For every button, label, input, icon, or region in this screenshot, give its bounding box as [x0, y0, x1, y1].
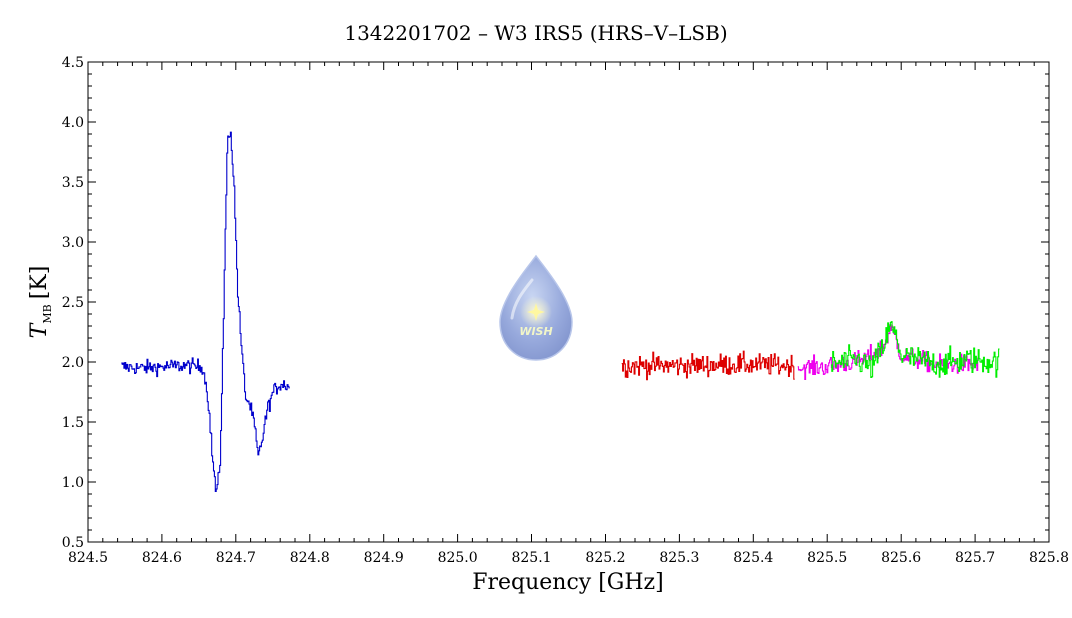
- y-tick-label: 2.5: [62, 295, 84, 311]
- y-axis-label-unit: [K]: [27, 266, 52, 300]
- x-tick-label: 825.1: [511, 550, 551, 566]
- x-tick-label: 825.6: [881, 550, 921, 566]
- y-tick-label: 1.5: [62, 415, 84, 431]
- spectrum-series-2: [621, 350, 795, 381]
- x-tick-label: 825.7: [955, 550, 995, 566]
- x-tick-label: 824.6: [142, 550, 182, 566]
- logo-text: WISH: [519, 325, 552, 338]
- series-layer: [121, 131, 1000, 493]
- y-tick-label: 3.0: [62, 235, 84, 251]
- x-tick-label: 824.9: [364, 550, 404, 566]
- spectrum-series-4: [830, 321, 1000, 378]
- y-axis-label: TMB [K]: [27, 266, 54, 339]
- x-tick-label: 825.8: [1029, 550, 1069, 566]
- y-tick-labels: 0.5 1.0 1.5 2.0 2.5 3.0 3.5 4.0 4.5: [62, 55, 84, 551]
- x-tick-labels: 824.5 824.6 824.7 824.8 824.9 825.0 825.1 825.2…: [68, 550, 1069, 566]
- y-tick-label: 4.5: [62, 55, 84, 71]
- x-tick-label: 825.2: [585, 550, 625, 566]
- spectrum-series-3: [797, 323, 980, 381]
- y-tick-label: 2.0: [62, 355, 84, 371]
- ticks-layer: [87, 61, 1050, 543]
- wish-logo: WISH: [499, 254, 573, 361]
- x-tick-label: 825.5: [807, 550, 847, 566]
- x-tick-label: 824.7: [216, 550, 256, 566]
- x-tick-label: 825.4: [733, 550, 773, 566]
- y-tick-label: 4.0: [62, 115, 84, 131]
- chart-title: 1342201702 – W3 IRS5 (HRS–V–LSB): [344, 21, 727, 45]
- star-icon: [527, 303, 545, 321]
- axis-ticks: [87, 61, 1050, 543]
- x-axis-label: Frequency [GHz]: [472, 570, 664, 595]
- y-axis-label-main: T: [27, 321, 52, 338]
- y-tick-label: 3.5: [62, 175, 84, 191]
- y-axis-label-sub: MB: [41, 304, 54, 323]
- x-tick-label: 824.5: [68, 550, 108, 566]
- plot-frame: [87, 61, 1050, 543]
- x-tick-label: 824.8: [290, 550, 330, 566]
- y-tick-label: 0.5: [62, 535, 84, 551]
- spectrum-series-1: [121, 131, 290, 493]
- y-tick-label: 1.0: [62, 475, 84, 491]
- x-tick-label: 825.0: [438, 550, 478, 566]
- x-tick-label: 825.3: [659, 550, 699, 566]
